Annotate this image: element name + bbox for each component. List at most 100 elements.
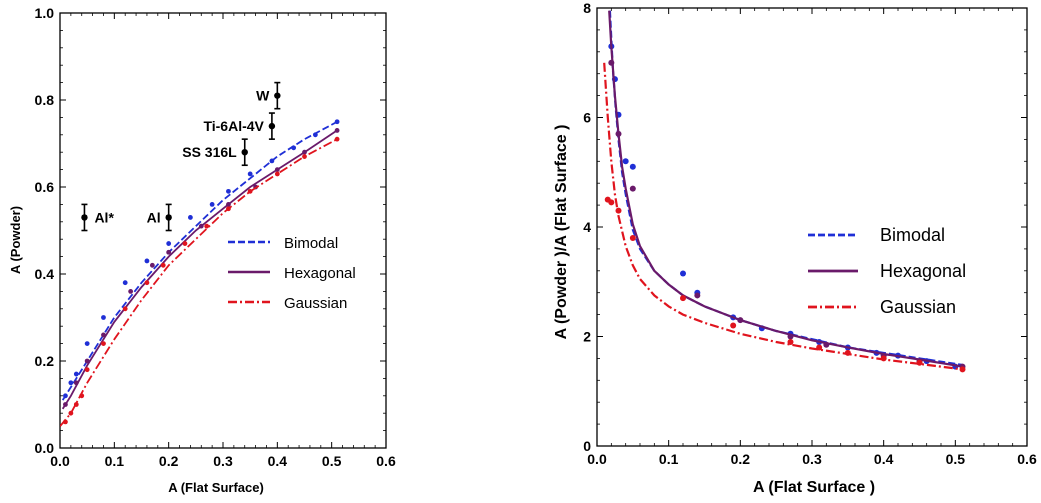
data-point-bimodal bbox=[84, 341, 90, 346]
data-point-bimodal bbox=[122, 280, 128, 286]
data-point-hexagonal bbox=[166, 249, 172, 255]
legend-label-bimodal: Bimodal bbox=[880, 225, 945, 245]
data-point-gaussian bbox=[730, 322, 737, 329]
data-point-hexagonal bbox=[198, 223, 204, 229]
data-point-hexagonal bbox=[694, 292, 701, 299]
data-point-hexagonal bbox=[608, 59, 615, 66]
data-point-hexagonal bbox=[737, 317, 744, 324]
point-annotation: W bbox=[256, 88, 270, 104]
data-point-hexagonal bbox=[226, 202, 231, 207]
data-point-gaussian bbox=[615, 207, 622, 214]
y-tick-label: 0.4 bbox=[35, 266, 55, 282]
data-point-bimodal bbox=[291, 145, 297, 151]
data-point-hexagonal bbox=[787, 333, 794, 340]
y-axis-label: A (Powder )/A (Flat Surface ) bbox=[553, 125, 570, 340]
data-point-hexagonal bbox=[101, 332, 106, 338]
data-point-gaussian bbox=[160, 262, 166, 268]
x-tick-label: 0.5 bbox=[946, 451, 966, 467]
y-tick-label: 0.2 bbox=[35, 353, 55, 369]
data-point-gaussian bbox=[79, 393, 85, 399]
data-point-bimodal bbox=[144, 258, 150, 264]
x-tick-label: 0.0 bbox=[50, 453, 70, 469]
data-point-gaussian bbox=[63, 419, 68, 425]
left-chart: 0.0 0.1 0.2 0.3 0.4 0.5 0.6 0.0 0.2 0.4 0.6 0.8 1.0 A… bbox=[8, 5, 396, 495]
y-tick-label: 0.6 bbox=[35, 179, 55, 195]
data-point-bimodal bbox=[101, 315, 106, 320]
data-point-hexagonal bbox=[128, 289, 134, 294]
x-tick-label: 0.4 bbox=[874, 451, 894, 467]
data-point-hexagonal bbox=[73, 380, 79, 386]
x-tick-label: 0.4 bbox=[268, 453, 288, 469]
y-tick-label: 8 bbox=[583, 0, 591, 16]
point-annotation: Al* bbox=[94, 209, 114, 225]
data-point-bimodal bbox=[269, 158, 275, 164]
data-point-gaussian bbox=[629, 234, 636, 241]
point-annotation: Ti-6Al-4V bbox=[203, 118, 264, 134]
data-point-hexagonal bbox=[84, 358, 90, 364]
right-chart: 0.0 0.1 0.2 0.3 0.4 0.5 0.6 0 2 4 6 8 A (Flat Surfac… bbox=[553, 0, 1037, 496]
data-point-gaussian bbox=[84, 367, 90, 373]
y-tick-label: 0 bbox=[583, 438, 591, 454]
series-curve-gaussian bbox=[60, 138, 338, 427]
data-point-gaussian bbox=[916, 359, 923, 366]
y-tick-label: 4 bbox=[583, 219, 591, 235]
y-tick-label: 0.0 bbox=[35, 440, 55, 456]
measured-point bbox=[241, 149, 248, 156]
data-point-hexagonal bbox=[823, 341, 830, 348]
legend-label-gaussian: Gaussian bbox=[284, 295, 347, 312]
data-point-gaussian bbox=[182, 241, 188, 246]
x-tick-label: 0.2 bbox=[159, 453, 179, 469]
x-tick-label: 0.3 bbox=[213, 453, 233, 469]
legend-label-hexagonal: Hexagonal bbox=[284, 265, 356, 282]
data-point-bimodal bbox=[188, 215, 193, 220]
x-tick-label: 0.0 bbox=[587, 451, 607, 467]
data-point-bimodal bbox=[334, 119, 340, 125]
data-point-bimodal bbox=[209, 202, 215, 207]
data-point-gaussian bbox=[68, 410, 74, 416]
data-point-gaussian bbox=[680, 295, 686, 302]
measured-point bbox=[268, 122, 276, 130]
data-point-gaussian bbox=[334, 136, 340, 142]
x-axis-label: A (Flat Surface) bbox=[168, 480, 264, 495]
data-point-bimodal bbox=[68, 380, 74, 386]
plot-area bbox=[60, 119, 340, 427]
data-point-hexagonal bbox=[302, 149, 307, 155]
legend-label-gaussian: Gaussian bbox=[880, 297, 956, 317]
measured-point bbox=[81, 214, 88, 221]
data-point-hexagonal bbox=[615, 130, 622, 137]
point-annotation: SS 316L bbox=[182, 144, 237, 160]
data-point-hexagonal bbox=[334, 128, 340, 133]
measured-point bbox=[274, 92, 281, 99]
data-point-gaussian bbox=[302, 154, 307, 159]
data-point-gaussian bbox=[247, 188, 253, 194]
y-axis-label: A (Powder) bbox=[8, 206, 23, 274]
plot-frame bbox=[59, 12, 387, 449]
x-tick-label: 0.1 bbox=[659, 451, 679, 467]
x-tick-label: 0.1 bbox=[105, 453, 125, 469]
x-tick-label: 0.6 bbox=[376, 453, 396, 469]
data-point-gaussian bbox=[204, 223, 210, 229]
data-point-bimodal bbox=[312, 132, 318, 138]
series-curve-bimodal bbox=[61, 121, 338, 401]
legend-label-bimodal: Bimodal bbox=[284, 235, 338, 252]
data-point-gaussian bbox=[959, 366, 966, 373]
x-tick-label: 0.2 bbox=[731, 451, 751, 467]
data-point-gaussian bbox=[608, 199, 615, 206]
data-point-hexagonal bbox=[149, 262, 155, 268]
data-point-bimodal bbox=[622, 158, 629, 165]
data-point-bimodal bbox=[247, 171, 253, 177]
data-point-bimodal bbox=[63, 393, 68, 399]
x-tick-label: 0.6 bbox=[1017, 451, 1037, 467]
x-axis-label: A (Flat Surface ) bbox=[753, 479, 875, 496]
x-tick-label: 0.5 bbox=[322, 453, 342, 469]
data-point-bimodal bbox=[73, 371, 79, 377]
plot-frame bbox=[596, 7, 1028, 447]
x-tick-label: 0.3 bbox=[802, 451, 822, 467]
data-point-gaussian bbox=[73, 402, 79, 407]
y-tick-label: 0.8 bbox=[35, 92, 55, 108]
point-annotation: Al bbox=[147, 209, 161, 225]
data-point-hexagonal bbox=[274, 167, 280, 173]
series-curve-hexagonal bbox=[61, 129, 338, 410]
data-point-gaussian bbox=[787, 338, 794, 345]
